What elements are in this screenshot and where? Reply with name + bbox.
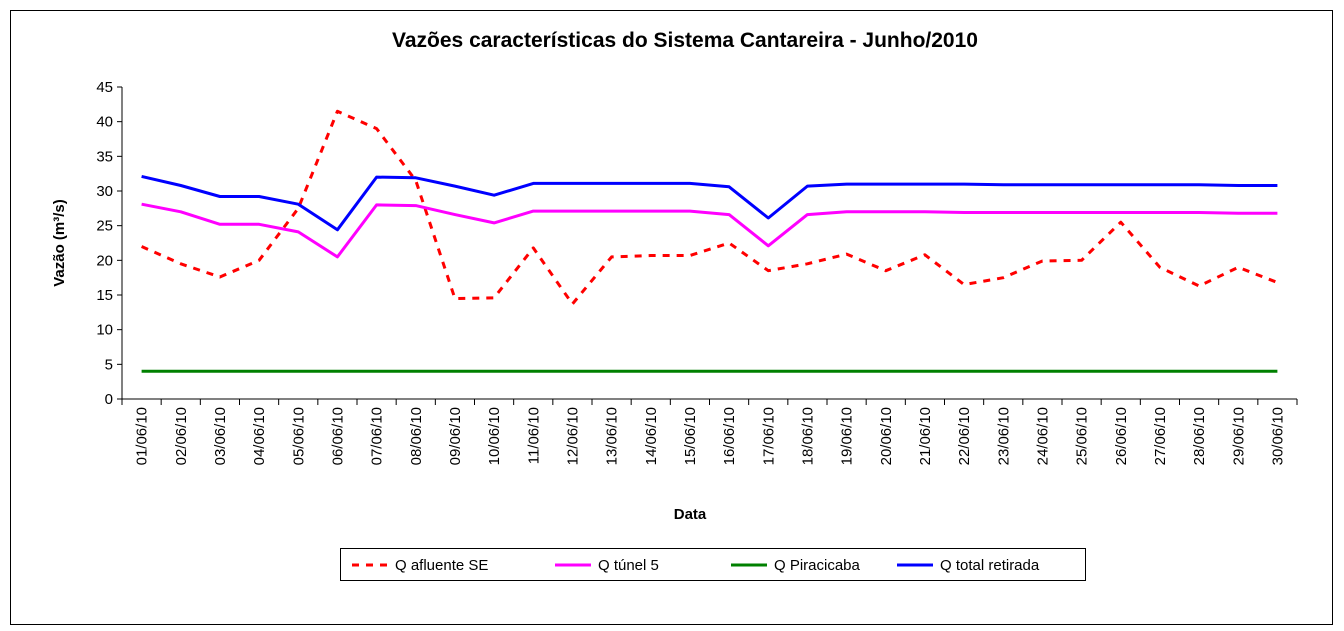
y-axis-label: Vazão (m³/s) <box>51 199 68 287</box>
series-line <box>140 109 1278 306</box>
x-tick-label: 03/06/10 <box>212 407 229 465</box>
x-tick-label: 21/06/10 <box>917 407 934 465</box>
x-tick-label: 15/06/10 <box>682 407 699 465</box>
x-tick-label: 26/06/10 <box>1113 407 1130 465</box>
x-tick-label: 12/06/10 <box>564 407 581 465</box>
x-tick-label: 23/06/10 <box>995 407 1012 465</box>
y-tick-label: 30 <box>96 183 113 200</box>
x-tick-label: 13/06/10 <box>604 407 621 465</box>
legend: Q afluente SE Q túnel 5 Q Piracicaba Q tota… <box>340 548 1086 581</box>
series-line <box>141 202 1278 259</box>
x-tick-label: 27/06/10 <box>1152 407 1169 465</box>
legend-label: Q Piracicaba <box>774 557 861 574</box>
x-tick-label: 05/06/10 <box>290 407 307 465</box>
legend-label: Q túnel 5 <box>598 557 659 574</box>
x-tick-label: 22/06/10 <box>956 407 973 465</box>
x-tick-label: 02/06/10 <box>173 407 190 465</box>
x-tick-label: 11/06/10 <box>525 407 542 464</box>
chart-frame <box>10 10 1333 625</box>
legend-box <box>340 548 1086 581</box>
x-tick-label: 28/06/10 <box>1191 407 1208 465</box>
chart-title: Vazões características do Sistema Cantar… <box>392 29 978 52</box>
x-axis-label: Data <box>674 506 707 523</box>
x-tick-label: 25/06/10 <box>1074 407 1091 465</box>
legend-label: Q afluente SE <box>395 557 488 574</box>
x-tick-label: 08/06/10 <box>408 407 425 465</box>
series-line <box>141 174 1278 232</box>
x-tick-label: 14/06/10 <box>643 407 660 465</box>
x-tick-label: 19/06/10 <box>839 407 856 465</box>
x-tick-label: 10/06/10 <box>486 407 503 465</box>
x-tick-label: 24/06/10 <box>1034 407 1051 465</box>
x-tick-label: 17/06/10 <box>760 407 777 465</box>
x-tick-label: 06/06/10 <box>329 407 346 465</box>
y-tick-label: 20 <box>96 252 113 269</box>
x-tick-label: 04/06/10 <box>251 407 268 465</box>
y-tick-label: 40 <box>96 114 113 131</box>
x-tick-label: 07/06/10 <box>369 407 386 465</box>
x-tick-label: 30/06/10 <box>1269 407 1286 465</box>
y-tick-label: 45 <box>96 79 113 96</box>
y-tick-label: 5 <box>105 356 113 373</box>
x-tick-label: 18/06/10 <box>799 407 816 465</box>
x-tick-label: 16/06/10 <box>721 407 738 465</box>
legend-label: Q total retirada <box>940 557 1040 574</box>
x-tick-label: 09/06/10 <box>447 407 464 465</box>
y-tick-label: 25 <box>96 218 113 235</box>
x-tick-label: 01/06/10 <box>134 407 151 465</box>
x-tick-label: 29/06/10 <box>1230 407 1247 465</box>
y-tick-label: 10 <box>96 322 113 339</box>
y-tick-label: 15 <box>96 287 113 304</box>
x-tick-label: 20/06/10 <box>878 407 895 465</box>
y-tick-label: 35 <box>96 148 113 165</box>
y-tick-label: 0 <box>105 391 113 408</box>
